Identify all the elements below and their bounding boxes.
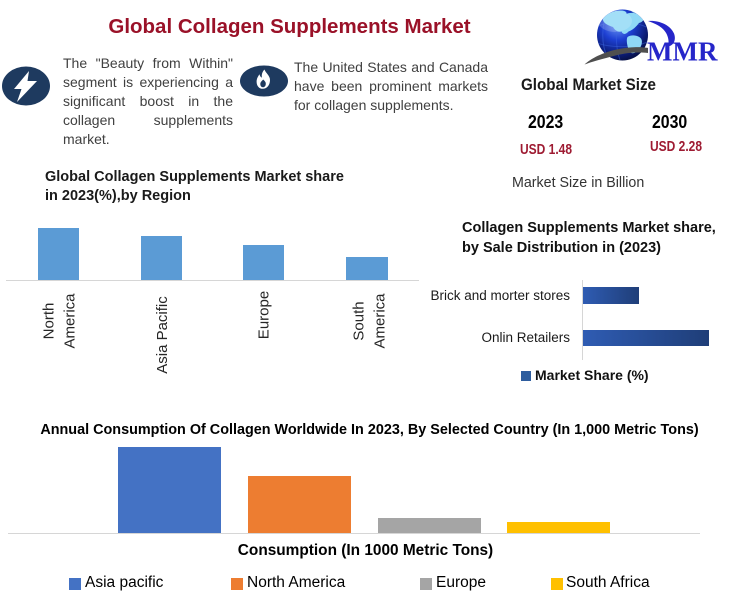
svg-text:MMR: MMR bbox=[647, 37, 718, 67]
